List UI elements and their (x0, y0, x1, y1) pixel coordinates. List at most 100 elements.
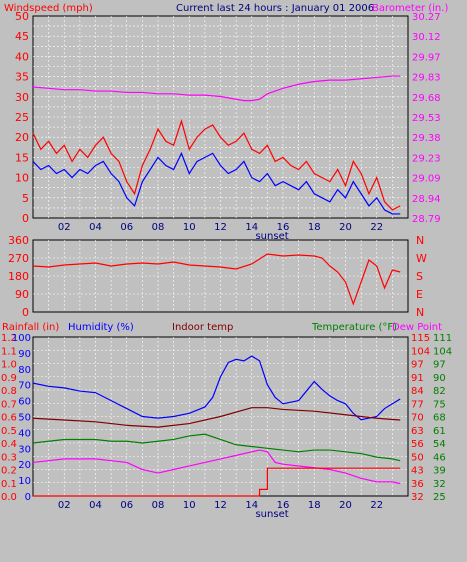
wind-x-tick-label: 02 (58, 222, 71, 233)
wind-x-tick-label: 12 (214, 222, 227, 233)
humidity-tick-label: 20 (18, 460, 31, 471)
compass-tick-label: W (416, 252, 427, 265)
dewpoint-tick-label: 36 (411, 479, 424, 490)
barometer-tick-label: 29.97 (412, 52, 441, 63)
rainfall-tick-label: 1.2 (1, 333, 17, 344)
rainfall-tick-label: 0.7 (1, 399, 17, 410)
chart-main-title: Current last 24 hours : January 01 2006 (176, 3, 374, 14)
rain-x-tick-label: 02 (58, 500, 71, 511)
direction-y-tick-label: 360 (8, 234, 29, 247)
humidity-title: Humidity (%) (68, 322, 134, 333)
rainfall-tick-label: 0.9 (1, 373, 17, 384)
rainfall-tick-label: 0.6 (1, 413, 17, 424)
dewpoint-tick-label: 56 (411, 439, 424, 450)
dewpoint-tick-label: 50 (411, 452, 424, 463)
barometer-tick-label: 29.23 (412, 153, 441, 164)
wind-series-2 (32, 75, 401, 102)
direction-y-tick-label: 0 (22, 306, 29, 319)
dewpoint-tick-label: 70 (411, 413, 424, 424)
rainfall-tick-label: 0.1 (1, 479, 17, 490)
wind-y-tick-label: 5 (22, 192, 29, 205)
rain-x-tick-label: 08 (152, 500, 165, 511)
rain-x-tick-label: 22 (370, 500, 383, 511)
rainfall-tick-label: 1.1 (1, 346, 17, 357)
rain-x-tick-label: 14 (245, 500, 258, 511)
temperature-tick-label: 32 (433, 479, 446, 490)
rain-x-tick-label: 04 (89, 500, 102, 511)
wind-series-1 (32, 151, 401, 215)
wind-y-tick-label: 0 (22, 212, 29, 225)
panel-wind: 0 5 10 15 20 25 30 35 40 45 50 28.79 28.94 29.09 29.23… (15, 10, 441, 242)
rainfall-tick-label: 0.5 (1, 426, 17, 437)
panel-wind-grid (32, 15, 409, 219)
humidity-tick-label: 40 (18, 428, 31, 439)
wind-x-tick-label: 08 (152, 222, 165, 233)
humidity-tick-label: 50 (18, 413, 31, 424)
wind-x-tick-label: 04 (89, 222, 102, 233)
humidity-tick-label: 70 (18, 381, 31, 392)
rain-series-3 (32, 449, 401, 485)
barometer-tick-label: 29.83 (412, 73, 441, 84)
humidity-tick-label: 10 (18, 476, 31, 487)
rain-x-tick-label: 18 (308, 500, 321, 511)
rainfall-tick-label: 0.8 (1, 386, 17, 397)
temperature-tick-label: 75 (433, 399, 446, 410)
compass-tick-label: S (416, 270, 423, 283)
panel-direction-grid (32, 239, 409, 313)
temperature-tick-label: 111 (433, 333, 452, 344)
wind-y-tick-label: 20 (15, 131, 29, 144)
wind-x-tick-label: 18 (308, 222, 321, 233)
rain-x-tick-label: 10 (183, 500, 196, 511)
rain-x-tick-label: 12 (214, 500, 227, 511)
rainfall-title: Rainfall (in) (2, 322, 59, 333)
rainfall-tick-label: 0.3 (1, 452, 17, 463)
rain-series-1 (32, 433, 401, 462)
rain-series-2 (32, 407, 401, 428)
rainfall-tick-label: 0.4 (1, 439, 17, 450)
wind-x-tick-label: 10 (183, 222, 196, 233)
temperature-tick-label: 68 (433, 413, 446, 424)
dewpoint-tick-label: 104 (411, 346, 430, 357)
humidity-tick-label: 90 (18, 349, 31, 360)
dewpoint-tick-label: 77 (411, 399, 424, 410)
barometer-tick-label: 29.38 (412, 133, 441, 144)
temperature-title: Temperature (°F) (311, 322, 397, 333)
sunset-label-1: sunset (255, 231, 288, 242)
wind-y-tick-label: 30 (15, 91, 29, 104)
direction-series-0 (32, 253, 401, 306)
rainfall-tick-label: 1.0 (1, 360, 17, 371)
humidity-tick-label: 100 (12, 333, 31, 344)
wind-x-tick-label: 20 (339, 222, 352, 233)
wind-y-tick-label: 25 (15, 111, 29, 124)
rainfall-tick-label: 0.2 (1, 466, 17, 477)
wind-y-tick-label: 50 (15, 10, 29, 23)
wind-y-tick-label: 15 (15, 151, 29, 164)
barometer-tick-label: 30.27 (412, 12, 441, 23)
barometer-tick-label: 30.12 (412, 32, 441, 43)
wind-x-tick-label: 22 (370, 222, 383, 233)
barometer-tick-label: 29.09 (412, 174, 441, 185)
windspeed-title: Windspeed (mph) (4, 3, 93, 14)
temperature-tick-label: 82 (433, 386, 446, 397)
compass-tick-label: N (416, 234, 424, 247)
sunset-label-3: sunset (255, 509, 288, 520)
wind-x-tick-label: 06 (120, 222, 133, 233)
rainfall-tick-label: 0.0 (1, 492, 17, 503)
humidity-tick-label: 0 (25, 492, 31, 503)
dewpoint-tick-label: 84 (411, 386, 424, 397)
dewpoint-tick-label: 32 (411, 492, 424, 503)
temperature-tick-label: 61 (433, 426, 446, 437)
temperature-tick-label: 39 (433, 466, 446, 477)
rain-series-0 (32, 355, 401, 421)
temperature-tick-label: 90 (433, 373, 446, 384)
panel-rain: 0.0 0.1 0.2 0.3 0.4 0.5 0.6 0.7 0.8 0.9 1.0 1.1 1.2 0… (1, 333, 452, 520)
direction-y-tick-label: 90 (15, 288, 29, 301)
wind-x-tick-label: 14 (245, 222, 258, 233)
wind-x-tick-label: 16 (277, 222, 290, 233)
barometer-tick-label: 28.94 (412, 194, 441, 205)
wind-y-tick-label: 35 (15, 71, 29, 84)
humidity-tick-label: 60 (18, 397, 31, 408)
humidity-tick-label: 30 (18, 444, 31, 455)
